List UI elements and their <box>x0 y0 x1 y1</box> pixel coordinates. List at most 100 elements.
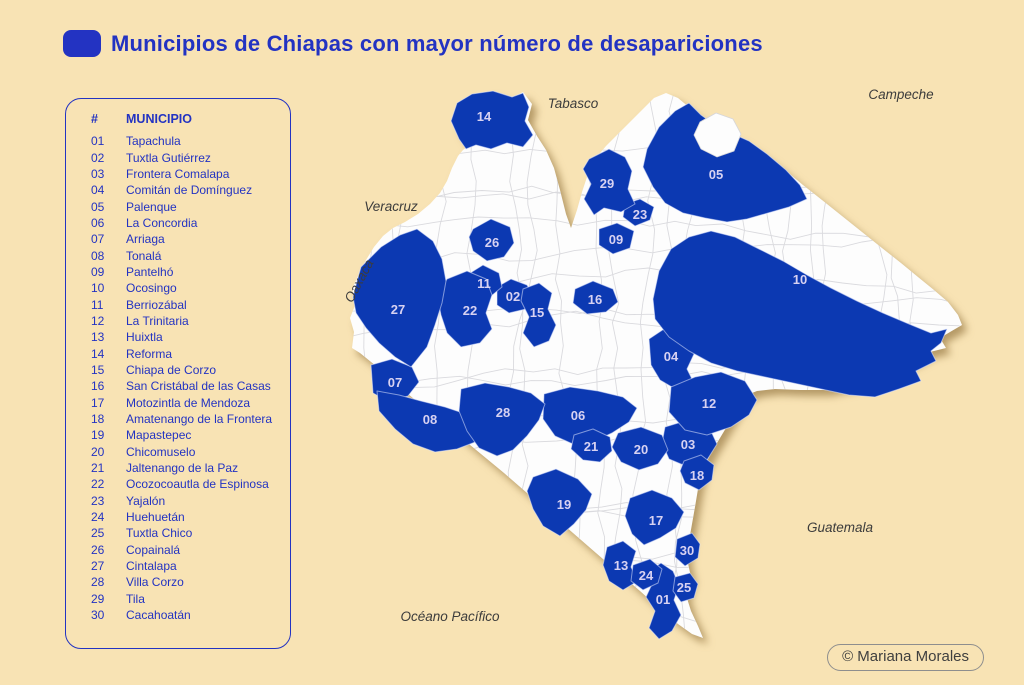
region-07 <box>370 358 420 403</box>
region-label-27: 27 <box>391 302 405 317</box>
region-15 <box>520 282 557 348</box>
legend-row: 21 Jaltenango de la Paz <box>91 460 290 476</box>
legend-row-number: 24 <box>91 510 105 525</box>
legend-header-name: MUNICIPIO <box>126 112 192 126</box>
region-06 <box>542 386 638 446</box>
region-label-24: 24 <box>639 568 654 583</box>
region-22 <box>436 270 493 348</box>
legend-row-number: 29 <box>91 591 105 606</box>
legend-row-name: Reforma <box>126 346 173 361</box>
region-label-21: 21 <box>584 439 598 454</box>
region-20 <box>611 426 669 471</box>
region-28 <box>458 382 546 457</box>
title-bar: Municipios de Chiapas con mayor número d… <box>63 30 763 57</box>
region-label-22: 22 <box>463 303 477 318</box>
region-14 <box>450 90 534 150</box>
legend-row-name: Ocozocoautla de Espinosa <box>126 477 269 492</box>
legend-row-number: 03 <box>91 166 105 181</box>
legend-row: 08 Tonalá <box>91 247 290 263</box>
legend-row: 24 Huehuetán <box>91 509 290 525</box>
legend-row-name: Cacahoatán <box>126 608 191 623</box>
legend-row-number: 26 <box>91 542 105 557</box>
legend-row-name: Huixtla <box>126 330 163 345</box>
legend-row-name: Pantelhó <box>126 264 174 279</box>
legend-row-name: Tapachula <box>126 134 181 149</box>
region-29 <box>582 148 636 216</box>
legend-row-name: Tonalá <box>126 248 162 263</box>
legend-row: 01 Tapachula <box>91 133 290 149</box>
region-12 <box>668 371 758 436</box>
region-26 <box>468 218 515 262</box>
region-label-20: 20 <box>634 442 648 457</box>
region-label-14: 14 <box>477 109 492 124</box>
legend-row-name: Palenque <box>126 199 177 214</box>
legend-row-name: Berriozábal <box>126 297 187 312</box>
region-label-25: 25 <box>677 580 691 595</box>
legend-row-name: Ocosingo <box>126 281 177 296</box>
legend-row-name: San Cristábal de las Casas <box>126 379 271 394</box>
region-18 <box>679 454 715 491</box>
legend-header: # MUNICIPIO <box>91 112 290 126</box>
legend-row: 22 Ocozocoautla de Espinosa <box>91 476 290 492</box>
legend-row: 14 Reforma <box>91 345 290 361</box>
legend-row-number: 16 <box>91 379 105 394</box>
legend-row-number: 11 <box>91 297 104 312</box>
region-label-26: 26 <box>485 235 499 250</box>
legend-header-number: # <box>91 112 98 126</box>
legend-row-number: 10 <box>91 281 105 296</box>
legend-row-number: 22 <box>91 477 105 492</box>
geo-label-campeche: Campeche <box>868 87 933 102</box>
legend-row-number: 20 <box>91 444 105 459</box>
region-30 <box>674 532 701 567</box>
legend-row-number: 05 <box>91 199 105 214</box>
legend-rows: 01 Tapachula 02 Tuxtla Gutiérrez 03 Frontera … <box>66 133 290 623</box>
legend-row: 18 Amatenango de la Frontera <box>91 411 290 427</box>
legend-row-number: 09 <box>91 264 105 279</box>
highlighted-regions <box>352 90 948 640</box>
legend-row-name: Tuxtla Gutiérrez <box>126 150 211 165</box>
legend-row-name: Huehuetán <box>126 510 185 525</box>
region-21 <box>570 428 613 463</box>
legend-row-number: 01 <box>91 134 105 149</box>
region-25 <box>672 572 699 603</box>
legend-row: 05 Palenque <box>91 198 290 214</box>
legend-row: 28 Villa Corzo <box>91 574 290 590</box>
legend-row-name: Copainalá <box>126 542 181 557</box>
region-number-labels: 01 02 03 04 05 06 07 08 09 10 11 12 13 14 15 16 17 18 19 20… <box>388 109 807 607</box>
legend-row: 17 Motozintla de Mendoza <box>91 395 290 411</box>
legend-row: 29 Tila <box>91 591 290 607</box>
region-label-18: 18 <box>690 468 704 483</box>
legend-row: 25 Tuxtla Chico <box>91 525 290 541</box>
legend-row: 30 Cacahoatán <box>91 607 290 623</box>
legend-row-name: Cintalapa <box>126 559 177 574</box>
legend-row-number: 23 <box>91 493 105 508</box>
region-label-11: 11 <box>477 276 491 291</box>
region-label-06: 06 <box>571 408 585 423</box>
legend-row: 27 Cintalapa <box>91 558 290 574</box>
region-label-01: 01 <box>656 592 670 607</box>
legend-row: 16 San Cristábal de las Casas <box>91 378 290 394</box>
region-label-07: 07 <box>388 375 402 390</box>
region-label-15: 15 <box>530 305 544 320</box>
credit-badge: © Mariana Morales <box>827 644 984 671</box>
legend-row: 26 Copainalá <box>91 542 290 558</box>
legend-row-name: Amatenango de la Frontera <box>126 412 273 427</box>
legend-row: 04 Comitán de Domínguez <box>91 182 290 198</box>
legend-row: 20 Chicomuselo <box>91 444 290 460</box>
legend-row-name: Motozintla de Mendoza <box>126 395 251 410</box>
region-label-28: 28 <box>496 405 510 420</box>
legend-row: 12 La Trinitaria <box>91 313 290 329</box>
legend-row: 10 Ocosingo <box>91 280 290 296</box>
region-24 <box>630 558 663 591</box>
legend-row-name: Arriaga <box>126 232 165 247</box>
region-label-30: 30 <box>680 543 694 558</box>
legend-row: 23 Yajalón <box>91 493 290 509</box>
municipality-legend-panel: # MUNICIPIO 01 Tapachula 02 Tuxtla Gutiérre… <box>65 98 291 649</box>
region-label-04: 04 <box>664 349 679 364</box>
legend-row: 09 Pantelhó <box>91 264 290 280</box>
legend-row-name: Chiapa de Corzo <box>126 362 217 377</box>
region-09 <box>598 222 635 255</box>
region-label-09: 09 <box>609 232 623 247</box>
legend-row-number: 30 <box>91 608 105 623</box>
